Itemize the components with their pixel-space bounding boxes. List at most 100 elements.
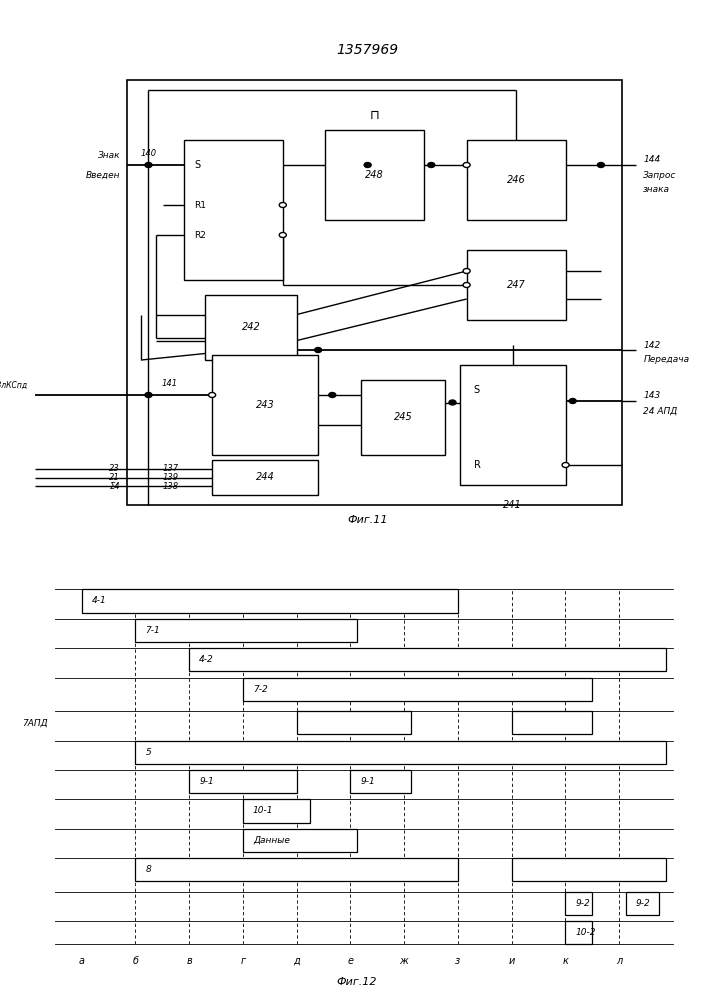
Text: ⊓: ⊓ bbox=[370, 108, 380, 121]
Bar bbox=[212, 460, 318, 495]
Bar bbox=[512, 858, 666, 881]
Text: 4-2: 4-2 bbox=[199, 655, 214, 664]
Text: в: в bbox=[186, 956, 192, 966]
Text: Данные: Данные bbox=[253, 836, 290, 845]
Text: 7АПД: 7АПД bbox=[23, 718, 48, 727]
Circle shape bbox=[463, 282, 470, 288]
Circle shape bbox=[428, 162, 435, 167]
Bar bbox=[626, 892, 660, 915]
Circle shape bbox=[364, 162, 371, 167]
Bar bbox=[243, 678, 592, 701]
Bar bbox=[361, 380, 445, 455]
Bar bbox=[566, 892, 592, 915]
Text: 243: 243 bbox=[256, 400, 274, 410]
Bar bbox=[136, 858, 458, 881]
Bar bbox=[243, 799, 310, 822]
Text: 143: 143 bbox=[643, 391, 660, 400]
Text: 142: 142 bbox=[643, 340, 660, 350]
Circle shape bbox=[209, 392, 216, 397]
Text: 141: 141 bbox=[162, 378, 177, 387]
Text: 21: 21 bbox=[110, 473, 120, 482]
Text: 144: 144 bbox=[643, 155, 660, 164]
Text: к: к bbox=[562, 956, 568, 966]
Text: S: S bbox=[194, 160, 201, 170]
Text: Фиг.11: Фиг.11 bbox=[347, 515, 388, 525]
Text: R2: R2 bbox=[194, 231, 206, 239]
Bar bbox=[325, 130, 424, 220]
Text: 247: 247 bbox=[507, 280, 525, 290]
Text: R1: R1 bbox=[194, 200, 206, 210]
Text: знака: знака bbox=[643, 186, 670, 194]
Text: г: г bbox=[240, 956, 245, 966]
Text: 10-2: 10-2 bbox=[575, 928, 596, 937]
Bar bbox=[460, 365, 566, 485]
Bar bbox=[136, 741, 666, 764]
Bar bbox=[297, 711, 411, 734]
Bar bbox=[467, 140, 566, 220]
Text: 10-1: 10-1 bbox=[253, 806, 274, 815]
Text: 137: 137 bbox=[163, 464, 179, 473]
Text: Фиг.12: Фиг.12 bbox=[337, 977, 378, 987]
Circle shape bbox=[279, 202, 286, 208]
Text: Введен: Введен bbox=[86, 170, 120, 180]
Circle shape bbox=[315, 348, 322, 353]
Text: 9-1: 9-1 bbox=[199, 777, 214, 786]
Circle shape bbox=[145, 162, 152, 167]
Text: 7-2: 7-2 bbox=[253, 685, 268, 694]
Circle shape bbox=[569, 398, 576, 403]
Text: 240: 240 bbox=[224, 295, 243, 305]
Text: Запрос: Запрос bbox=[643, 170, 677, 180]
Text: Знак: Знак bbox=[98, 150, 120, 159]
Text: S: S bbox=[474, 385, 480, 395]
Circle shape bbox=[329, 392, 336, 397]
Text: Передача: Передача bbox=[643, 356, 689, 364]
Text: 139: 139 bbox=[163, 473, 179, 482]
Text: Σ4: Σ4 bbox=[110, 482, 120, 491]
Circle shape bbox=[597, 162, 604, 167]
Text: 241: 241 bbox=[503, 500, 522, 510]
Text: 248: 248 bbox=[366, 170, 384, 180]
Text: и: и bbox=[508, 956, 515, 966]
Text: 138: 138 bbox=[163, 482, 179, 491]
Text: 4-1: 4-1 bbox=[92, 596, 107, 605]
Text: е: е bbox=[347, 956, 354, 966]
Bar bbox=[136, 619, 357, 642]
Bar bbox=[351, 770, 411, 793]
Text: 1357969: 1357969 bbox=[337, 43, 399, 57]
Bar bbox=[184, 140, 283, 280]
Bar bbox=[127, 80, 622, 505]
Circle shape bbox=[145, 392, 152, 397]
Text: а: а bbox=[78, 956, 85, 966]
Text: R: R bbox=[474, 460, 481, 470]
Text: ж: ж bbox=[399, 956, 409, 966]
Text: 23: 23 bbox=[110, 464, 120, 473]
Text: з: з bbox=[455, 956, 460, 966]
Circle shape bbox=[449, 400, 456, 405]
Bar bbox=[212, 355, 318, 455]
Text: б: б bbox=[132, 956, 139, 966]
Bar bbox=[189, 770, 297, 793]
Text: 24 АПД: 24 АПД bbox=[643, 406, 677, 416]
Text: 246: 246 bbox=[507, 175, 525, 185]
Text: 9-1: 9-1 bbox=[361, 777, 375, 786]
Text: д: д bbox=[293, 956, 300, 966]
Text: 7-1: 7-1 bbox=[146, 626, 160, 635]
Text: 5: 5 bbox=[146, 748, 151, 757]
Text: 242: 242 bbox=[242, 322, 260, 332]
Circle shape bbox=[279, 232, 286, 237]
Bar bbox=[205, 295, 297, 360]
Text: 8: 8 bbox=[146, 865, 151, 874]
Text: 140: 140 bbox=[141, 148, 156, 157]
Text: СЗлКСпд: СЗлКСпд bbox=[0, 380, 28, 389]
Circle shape bbox=[463, 268, 470, 273]
Text: 9-2: 9-2 bbox=[636, 899, 650, 908]
Text: л: л bbox=[616, 956, 622, 966]
Bar bbox=[243, 829, 357, 852]
Text: 244: 244 bbox=[256, 473, 274, 483]
Bar bbox=[566, 921, 592, 944]
Circle shape bbox=[463, 162, 470, 167]
Text: 245: 245 bbox=[394, 412, 412, 422]
Circle shape bbox=[562, 462, 569, 468]
Bar bbox=[82, 589, 458, 612]
Bar bbox=[512, 711, 592, 734]
